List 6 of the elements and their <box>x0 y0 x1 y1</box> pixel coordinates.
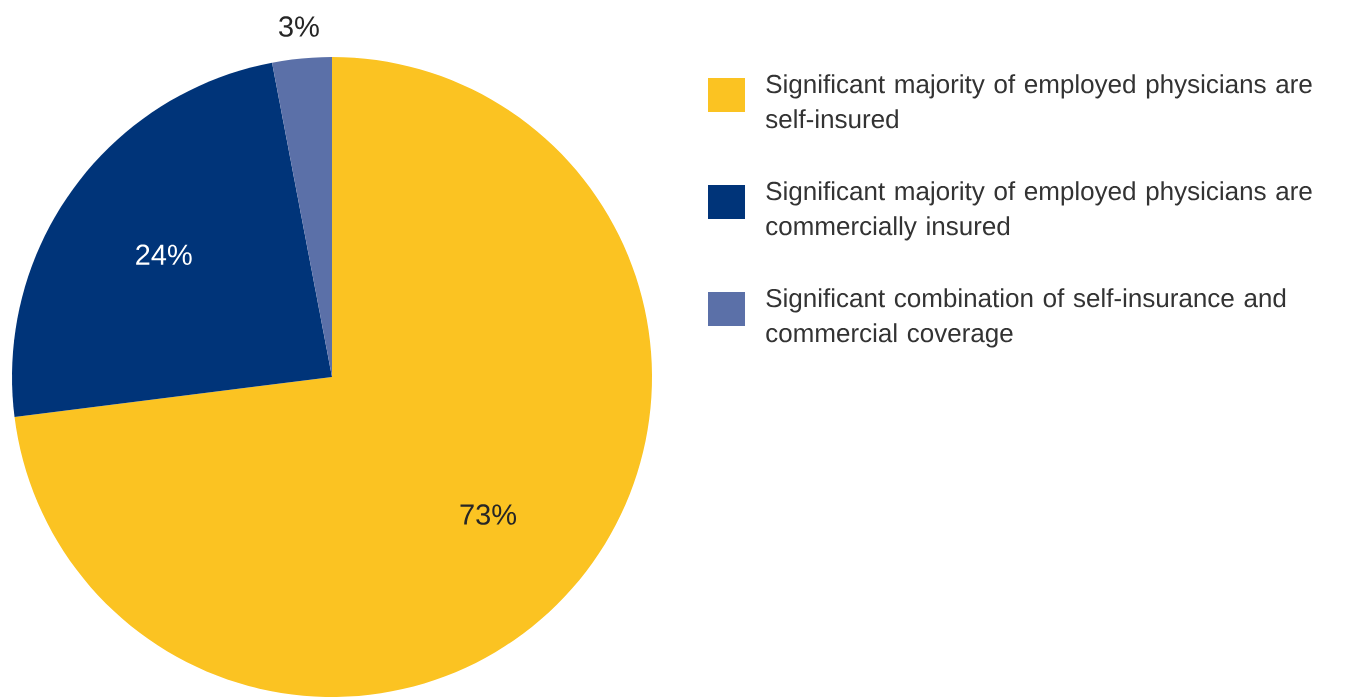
data-label: 24% <box>136 244 192 265</box>
data-label: 3% <box>279 16 319 37</box>
legend-label: Significant majority of employed physicians are commercially insured <box>766 181 1312 241</box>
data-label: 73% <box>460 504 517 525</box>
legend-label: Significant majority of employed physicians are self-insured <box>765 74 1312 129</box>
legend-label: Significant combination of self-insurance and commercial coverage <box>766 288 1286 348</box>
